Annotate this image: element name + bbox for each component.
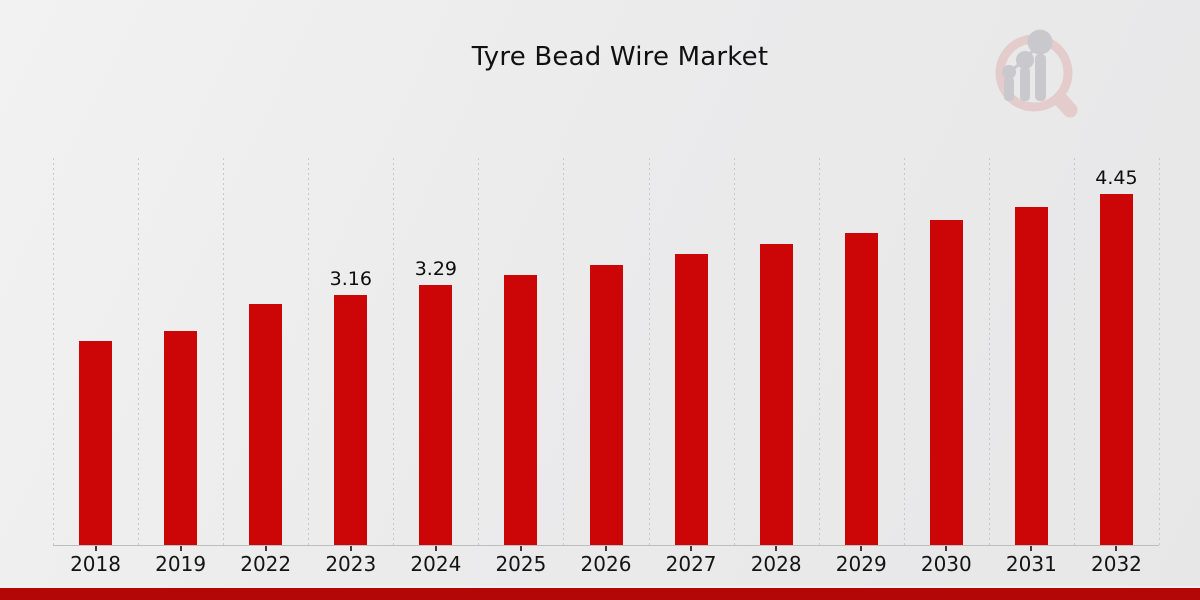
bar-2028 <box>759 244 793 545</box>
x-tick-mark <box>264 546 267 551</box>
bar-value-label-2024: 3.29 <box>414 258 457 281</box>
bar-2032 <box>1099 193 1133 545</box>
chart-title: Tyre Bead Wire Market <box>471 42 769 72</box>
x-tick-label-2022: 2022 <box>240 552 292 576</box>
x-tick-mark <box>434 546 437 551</box>
vertical-gridline <box>648 158 650 545</box>
vertical-gridline <box>1159 158 1160 545</box>
x-tick-label-2030: 2030 <box>920 552 972 576</box>
bar-2022 <box>249 304 283 545</box>
x-tick-mark <box>1030 546 1033 551</box>
x-tick-label-2027: 2027 <box>665 552 717 576</box>
x-tick-label-2029: 2029 <box>835 552 887 576</box>
x-tick-label-2028: 2028 <box>750 552 802 576</box>
footer-accent-band <box>0 586 1200 600</box>
x-tick-mark <box>860 546 863 551</box>
vertical-gridline <box>393 158 395 545</box>
x-tick-mark <box>1115 546 1118 551</box>
bar-2029 <box>844 233 878 545</box>
vertical-gridline <box>478 158 480 545</box>
bar-value-label-2023: 3.16 <box>329 268 372 291</box>
bar-2024 <box>419 285 453 545</box>
vertical-gridline <box>733 158 735 545</box>
vertical-gridline <box>223 158 225 545</box>
vertical-gridline <box>818 158 820 545</box>
bar-2031 <box>1014 207 1048 545</box>
x-tick-label-2024: 2024 <box>410 552 462 576</box>
bar-2019 <box>164 331 198 545</box>
vertical-gridline <box>903 158 905 545</box>
bar-2025 <box>504 274 538 545</box>
x-tick-mark <box>605 546 607 551</box>
bar-2030 <box>929 219 963 545</box>
x-tick-mark <box>179 546 182 551</box>
vertical-gridline <box>1073 158 1075 545</box>
x-tick-label-2023: 2023 <box>325 552 377 576</box>
x-tick-mark <box>94 546 97 551</box>
x-tick-mark <box>775 546 778 551</box>
x-tick-mark <box>349 546 352 551</box>
vertical-gridline <box>308 158 310 545</box>
vertical-gridline <box>53 158 54 545</box>
x-tick-mark <box>519 546 522 551</box>
bar-value-label-2032: 4.45 <box>1095 166 1138 189</box>
x-tick-label-2026: 2026 <box>580 552 632 576</box>
x-tick-label-2032: 2032 <box>1091 552 1142 576</box>
x-tick-label-2031: 2031 <box>1005 552 1057 576</box>
bar-2023 <box>334 295 368 545</box>
vertical-gridline <box>138 158 140 545</box>
vertical-gridline <box>563 158 565 545</box>
bar-2027 <box>674 254 708 545</box>
plot-area: 3.16 3.29 4.45 <box>53 158 1160 545</box>
x-tick-label-2018: 2018 <box>70 552 121 576</box>
x-tick-mark <box>945 546 948 551</box>
x-axis-line <box>53 545 1159 546</box>
magnifier-bar-chart-logo <box>995 29 1078 118</box>
vertical-gridline <box>988 158 990 545</box>
bar-2018 <box>79 341 113 545</box>
x-tick-label-2025: 2025 <box>495 552 547 576</box>
bar-2026 <box>589 264 623 545</box>
x-tick-label-2019: 2019 <box>155 552 207 576</box>
x-tick-mark <box>690 546 693 551</box>
